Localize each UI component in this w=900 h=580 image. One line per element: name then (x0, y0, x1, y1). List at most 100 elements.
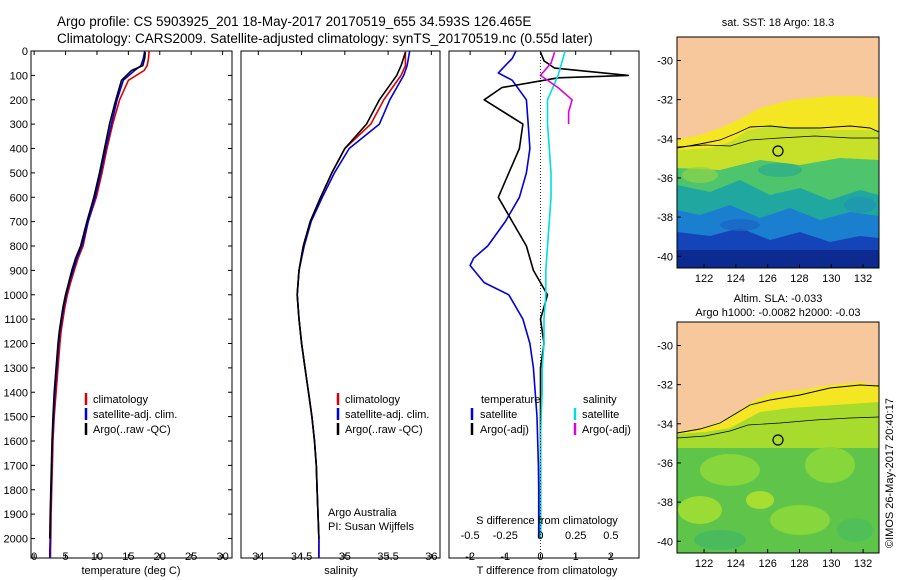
map-x-tick-label: 126 (758, 273, 776, 285)
depth-tick-label: 700 (10, 217, 28, 229)
s-tick-label: -0.25 (493, 530, 518, 542)
map-y-tick-label: -32 (657, 95, 673, 107)
temperature-legend: climatology satellite-adj. clim. Argo(..… (84, 393, 177, 436)
map-y-tick-label: -30 (657, 340, 673, 352)
map-x-tick-label: 126 (758, 558, 776, 570)
depth-tick-label: 2000 (4, 534, 28, 546)
depth-tick-label: 100 (10, 70, 28, 82)
map-y-tick-label: -34 (657, 419, 673, 431)
legend-label-t-argo: Argo(-adj) (480, 424, 529, 436)
x-tick-label: 20 (154, 551, 166, 563)
x-tick-label: 0 (537, 551, 543, 563)
credit-text: ©IMOS 26-May-2017 20:40:17 (884, 398, 896, 548)
s-tick-label: 0 (537, 530, 543, 542)
depth-tick-label: 1100 (4, 314, 28, 326)
series-line-salinity-satellite (539, 50, 566, 539)
depth-tick-label: 1900 (4, 509, 28, 521)
sst-map-title: sat. SST: 18 Argo: 18.3 (722, 17, 835, 29)
x-tick-label: -1 (500, 551, 510, 563)
legend-title-temperature: temperature (481, 394, 540, 406)
difference-plot-frame (448, 50, 640, 559)
legend-label-climatology: climatology (93, 394, 149, 406)
s-tick-label: 0.25 (565, 530, 586, 542)
salinity-xlabel: salinity (324, 565, 358, 577)
salinity-legend: climatology satellite-adj. clim. Argo(..… (336, 393, 429, 436)
depth-tick-label: 1200 (4, 339, 28, 351)
legend-label-satellite: satellite-adj. clim. (93, 409, 177, 421)
difference-legend: temperature salinity satellite Argo(-adj… (470, 394, 631, 436)
depth-tick-label: 1500 (4, 412, 28, 424)
series-line-argo-raw-qc- (49, 52, 147, 539)
legend-label-s-argo: Argo(-adj) (582, 424, 631, 436)
salinity-annotation-line2: PI: Susan Wijffels (328, 521, 414, 533)
depth-axis: 0 100 200 300 400 500 600 700 800 900 1000 1100 1200… (4, 46, 28, 546)
map-x-tick-label: 122 (695, 273, 713, 285)
argo-float-marker (772, 145, 784, 157)
temperature-chart: 0 5 10 15 20 25 30 (31, 50, 232, 563)
map-y-tick-label: -38 (657, 212, 673, 224)
map-y-tick-label: -32 (657, 380, 673, 392)
legend-label-climatology: climatology (345, 394, 401, 406)
map-x-tick-label: 128 (790, 558, 808, 570)
x-tick-label: 5 (62, 551, 68, 563)
figure-title-line1: Argo profile: CS 5903925_201 18-May-2017… (57, 14, 531, 29)
legend-label-argo: Argo(..raw -QC) (93, 424, 171, 436)
x-tick-label: 34.5 (291, 551, 312, 563)
map-y-tick-label: -30 (657, 55, 673, 67)
map-x-tick-label: 128 (790, 273, 808, 285)
x-tick-label: 15 (122, 551, 134, 563)
depth-tick-label: 1700 (4, 460, 28, 472)
difference-chart: -2 -1 0 1 2 -0.5 -0.25 0 0.25 0.5 (461, 50, 630, 563)
salinity-chart: 34 34.5 35 35.5 36 (252, 50, 437, 563)
map-x-tick-label: 124 (727, 558, 745, 570)
x-tick-label: 35 (339, 551, 351, 563)
map-x-tick-label: 130 (822, 273, 840, 285)
legend-label-argo: Argo(..raw -QC) (345, 424, 423, 436)
map-y-tick-label: -36 (657, 458, 673, 470)
sla-map-frame (676, 321, 880, 554)
x-tick-label: -2 (465, 551, 475, 563)
x-tick-label: 35.5 (377, 551, 398, 563)
depth-tick-label: 800 (10, 241, 28, 253)
series-line-salinity-argo-adj- (539, 51, 573, 125)
sst-map (677, 37, 879, 268)
series-line-temperature-argo-adj- (483, 51, 630, 539)
x-tick-label: 2 (608, 551, 614, 563)
depth-tick-label: 300 (10, 119, 28, 131)
sla-map-axes: 122 124 126 128 130 132 -30 -32 -34 -36 -38 -40 (657, 340, 872, 570)
depth-tick-label: 500 (10, 168, 28, 180)
salinity-plot-frame (240, 50, 441, 559)
sst-map-frame (676, 36, 880, 269)
x-tick-label: 1 (573, 551, 579, 563)
temperature-xlabel: temperature (deg C) (81, 565, 180, 577)
series-line-satellite-adj-clim- (296, 50, 411, 558)
depth-tick-label: 200 (10, 95, 28, 107)
legend-label-t-satellite: satellite (480, 409, 517, 421)
depth-tick-label: 400 (10, 144, 28, 156)
series-line-argo-raw-qc- (296, 51, 407, 539)
depth-tick-label: 600 (10, 192, 28, 204)
salinity-annotation-line1: Argo Australia (328, 507, 397, 519)
map-x-tick-label: 124 (727, 273, 745, 285)
sst-map-axes: 122 124 126 128 130 132 -30 -32 -34 -36 -38 -40 (657, 55, 872, 285)
depth-tick-label: 900 (10, 265, 28, 277)
series-line-temperature-satellite (469, 50, 540, 539)
sla-map (677, 322, 879, 553)
map-x-tick-label: 122 (695, 558, 713, 570)
series-line-climatology (49, 50, 150, 558)
map-y-tick-label: -34 (657, 134, 673, 146)
map-y-tick-label: -36 (657, 173, 673, 185)
map-x-tick-label: 130 (822, 558, 840, 570)
x-tick-label: 10 (91, 551, 103, 563)
depth-tick-label: 1400 (4, 387, 28, 399)
map-y-tick-label: -40 (657, 536, 673, 548)
x-tick-label: 34 (252, 551, 264, 563)
sla-map-title: Altim. SLA: -0.033 (734, 293, 823, 305)
legend-label-satellite: satellite-adj. clim. (345, 409, 429, 421)
legend-title-salinity: salinity (583, 394, 617, 406)
difference-xlabel: T difference from climatology (477, 565, 618, 577)
series-line-climatology (296, 51, 407, 558)
depth-tick-label: 0 (22, 46, 28, 58)
depth-tick-label: 1600 (4, 436, 28, 448)
